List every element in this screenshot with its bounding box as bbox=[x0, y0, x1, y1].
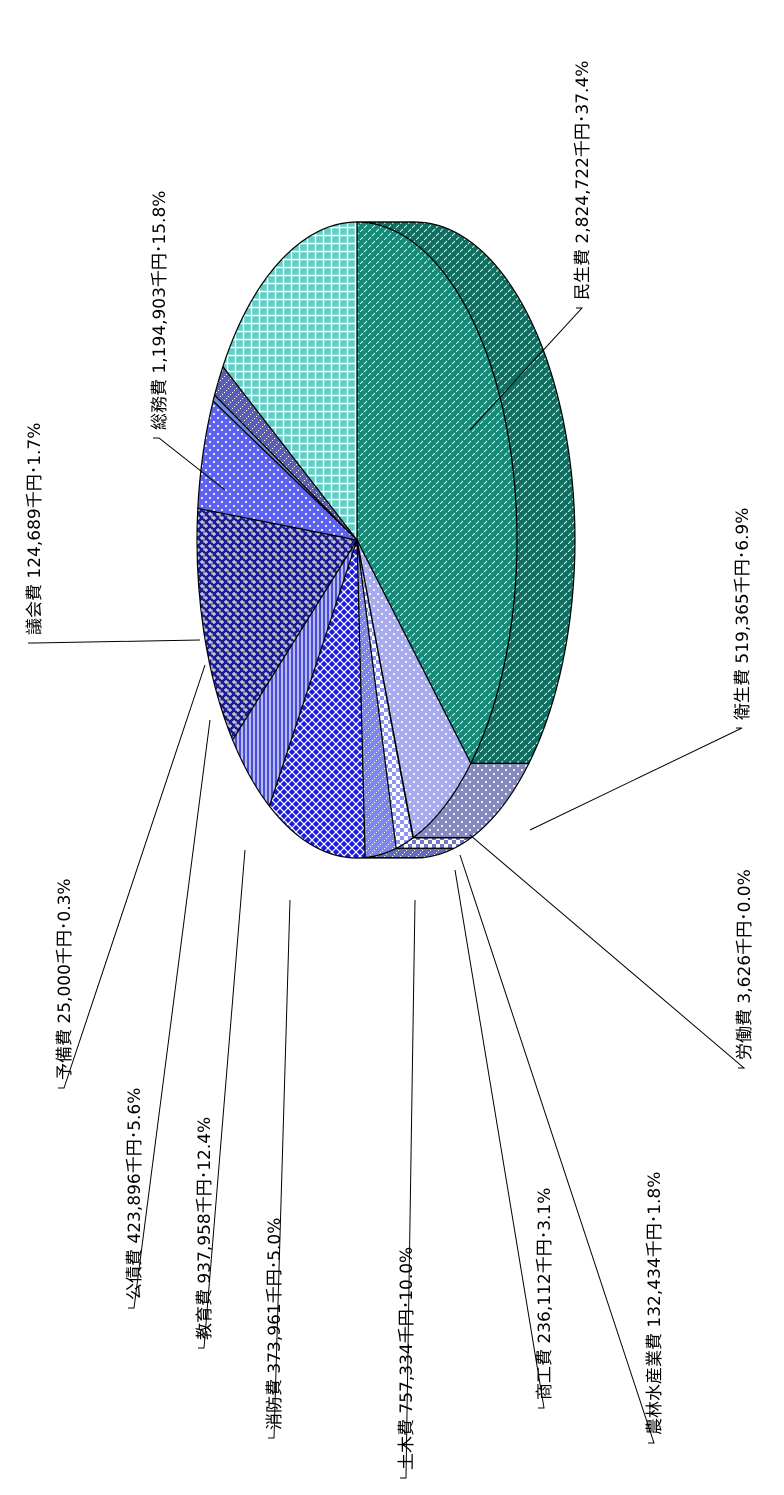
data-label-消防費: 消防費 373,961千円･5.0% bbox=[265, 1218, 285, 1430]
data-label-商工費: 商工費 236,112千円･3.1% bbox=[535, 1188, 555, 1400]
data-label-労働費: 労働費 3,626千円･0.0% bbox=[735, 869, 755, 1060]
data-label-議会費: 議会費 124,689千円･1.7% bbox=[25, 423, 45, 635]
data-label-総務費: 総務費 1,194,903千円･15.8% bbox=[150, 191, 170, 430]
leader-line-衛生費 bbox=[529, 727, 743, 831]
data-labels: 民生費 2,824,722千円･37.4% 衛生費 519,365千円･6.9% 労… bbox=[25, 61, 755, 1470]
leader-line-土木費 bbox=[400, 899, 416, 1479]
data-label-民生費: 民生費 2,824,722千円･37.4% bbox=[573, 61, 593, 300]
leader-line-総務費 bbox=[153, 437, 226, 491]
data-label-予備費: 予備費 25,000千円･0.3% bbox=[55, 878, 75, 1080]
leader-line-民生費 bbox=[469, 307, 584, 431]
data-label-土木費: 土木費 757,334千円･10.0% bbox=[397, 1247, 417, 1470]
leader-line-教育費 bbox=[198, 849, 246, 1349]
leader-line-消防費 bbox=[268, 899, 291, 1439]
data-label-衛生費: 衛生費 519,365千円･6.9% bbox=[733, 508, 753, 720]
data-label-教育費: 教育費 937,958千円･12.4% bbox=[195, 1117, 215, 1340]
leader-line-商工費 bbox=[454, 869, 545, 1409]
pie-slice-土木費 bbox=[268, 539, 366, 859]
pie-side-faces bbox=[356, 221, 576, 859]
pie-slice-教育費 bbox=[196, 507, 358, 742]
leader-line-農林水産業費 bbox=[459, 854, 655, 1444]
leader-line-労働費 bbox=[469, 834, 746, 1069]
pie-slice-民生費 bbox=[356, 221, 518, 765]
leader-lines bbox=[28, 307, 746, 1479]
data-label-公債費: 公債費 423,896千円･5.6% bbox=[125, 1088, 145, 1300]
pie-slice-総務費 bbox=[222, 221, 358, 542]
leader-line-公債費 bbox=[128, 719, 211, 1309]
leader-line-議会費 bbox=[28, 639, 201, 644]
data-label-農林水産業費: 農林水産業費 132,434千円･1.8% bbox=[645, 1172, 665, 1435]
leader-line-予備費 bbox=[58, 664, 206, 1089]
pie-top-faces bbox=[196, 221, 518, 859]
pie-slice-衛生費 bbox=[356, 539, 472, 839]
